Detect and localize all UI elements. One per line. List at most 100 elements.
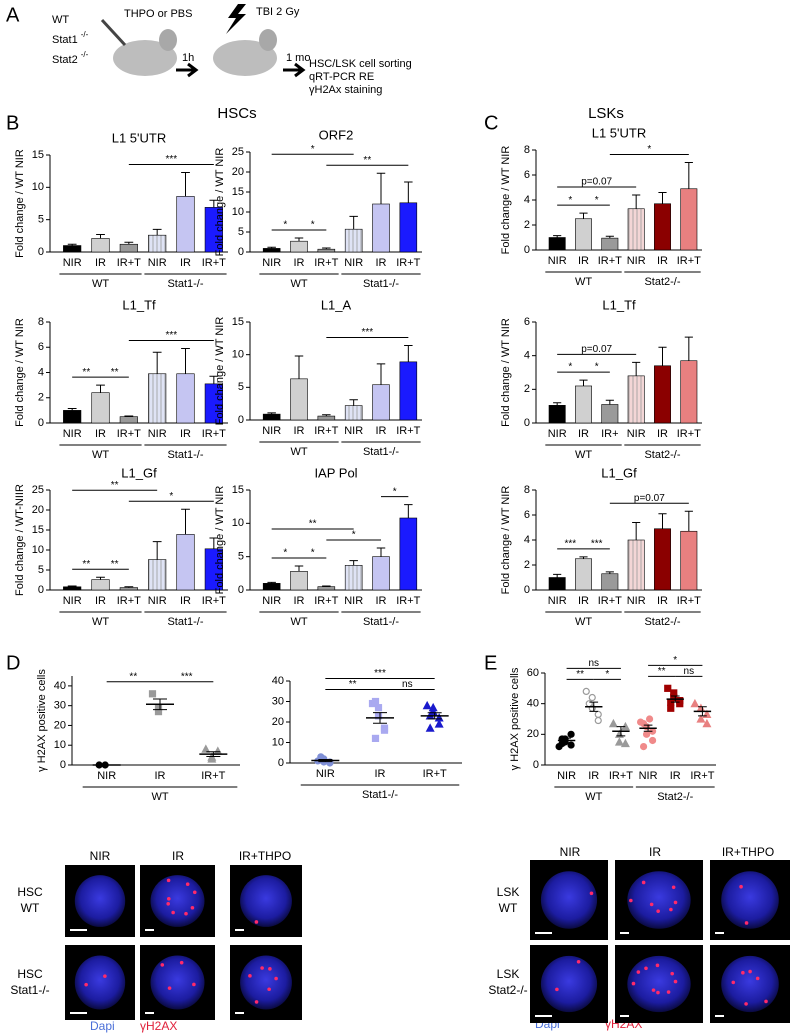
significance-label: *: [283, 548, 287, 559]
error-bar: [181, 348, 190, 374]
y-tick-label: 0: [533, 759, 539, 771]
group-label: WT: [290, 278, 307, 290]
y-tick-label: 20: [54, 719, 66, 731]
y-tick-label: 10: [232, 349, 244, 361]
y-tick-label: 15: [32, 149, 44, 161]
panel-letter: C: [484, 112, 498, 134]
y-axis-label: Fold change / WT NIR: [500, 146, 512, 255]
x-tick-label: IR: [180, 428, 191, 440]
significance-label: *: [311, 144, 315, 155]
significance-label: *: [647, 144, 651, 155]
step-label: 1 mo: [286, 52, 310, 64]
y-tick-label: 6: [524, 509, 530, 521]
bar: [372, 384, 390, 421]
foci: [651, 988, 656, 992]
y-tick-label: 20: [272, 716, 284, 728]
column-label: IR: [172, 849, 184, 863]
bar: [317, 586, 336, 591]
error-bar: [181, 508, 190, 535]
error-bar: [349, 399, 358, 406]
error-bar: [294, 565, 304, 572]
data-point: [594, 710, 602, 719]
bar: [654, 203, 671, 251]
y-tick-label: 30: [54, 700, 66, 712]
significance-label: *: [673, 655, 677, 666]
error-bar: [209, 537, 219, 549]
sem-bar: [373, 712, 387, 724]
y-tick-label: 20: [527, 728, 539, 740]
chart-title: L1 5'UTR: [592, 125, 647, 140]
y-tick-label: 15: [32, 524, 44, 536]
chart-title: L1_Gf: [601, 465, 637, 480]
error-bar: [658, 513, 667, 529]
section-title: HSCs: [217, 105, 256, 122]
bar: [91, 579, 110, 591]
foci: [741, 970, 745, 975]
nucleus: [74, 875, 126, 927]
foci: [739, 884, 743, 889]
bar: [399, 361, 418, 421]
error-bar: [152, 228, 162, 236]
error-bar: [632, 194, 641, 209]
nucleus: [721, 955, 779, 1013]
x-tick-label: IR: [578, 255, 589, 267]
data-point: [664, 684, 672, 692]
error-bar: [209, 199, 219, 208]
y-tick-label: 10: [32, 181, 44, 193]
foci: [192, 982, 196, 987]
significance-label: ***: [165, 154, 177, 165]
significance-label: p=0.07: [581, 344, 612, 355]
significance-label: *: [595, 195, 599, 206]
foci: [274, 976, 278, 981]
error-bar: [605, 235, 614, 239]
y-axis-label: γ H2AX positive cells: [509, 667, 521, 770]
error-bar: [553, 402, 562, 406]
x-tick-label: IR: [657, 595, 668, 607]
x-tick-label: IR+: [601, 428, 618, 440]
foci: [764, 999, 768, 1004]
error-bar: [209, 375, 219, 384]
injection-label: THPO or PBS: [124, 8, 192, 20]
sem-bar: [318, 759, 333, 763]
data-point: [371, 734, 380, 743]
data-point: [614, 737, 624, 746]
error-bar: [294, 355, 304, 379]
significance-label: **: [111, 559, 119, 570]
sem-bar: [206, 751, 221, 757]
panel-letter: D: [6, 652, 20, 674]
y-axis-label: Fold change / WT NIR: [214, 148, 226, 257]
x-tick-label: IR+T: [598, 255, 622, 267]
group-label: WT: [585, 791, 602, 803]
bar: [176, 196, 195, 253]
error-bar: [553, 573, 562, 578]
x-tick-label: IR+T: [202, 595, 226, 607]
bar: [317, 415, 336, 421]
x-tick-label: IR: [294, 257, 305, 269]
y-tick-label: 8: [38, 316, 44, 328]
data-point: [422, 700, 432, 710]
foci: [160, 963, 165, 967]
syringe: [100, 18, 127, 47]
foci: [666, 990, 671, 994]
foci: [103, 974, 107, 978]
error-bar: [605, 399, 614, 405]
y-tick-label: 2: [524, 219, 530, 231]
x-tick-label: NIR: [63, 428, 82, 440]
data-point: [434, 719, 444, 728]
error-bar: [579, 379, 588, 386]
significance-label: ***: [361, 327, 373, 338]
significance-label: *: [352, 530, 356, 541]
panel-letter: E: [484, 652, 497, 674]
group-label: WT: [290, 446, 307, 458]
group-label: WT: [92, 278, 109, 290]
bar: [262, 583, 281, 591]
significance-label: **: [82, 367, 90, 378]
group-label: Stat2-/-: [644, 276, 680, 288]
foci: [636, 970, 641, 974]
readout: HSC/LSK cell sorting: [309, 58, 412, 70]
y-tick-label: 0: [524, 244, 530, 256]
group-label: Stat1-/-: [167, 616, 203, 628]
error-bar: [684, 162, 693, 189]
foci: [670, 971, 674, 976]
error-bar: [67, 407, 77, 411]
